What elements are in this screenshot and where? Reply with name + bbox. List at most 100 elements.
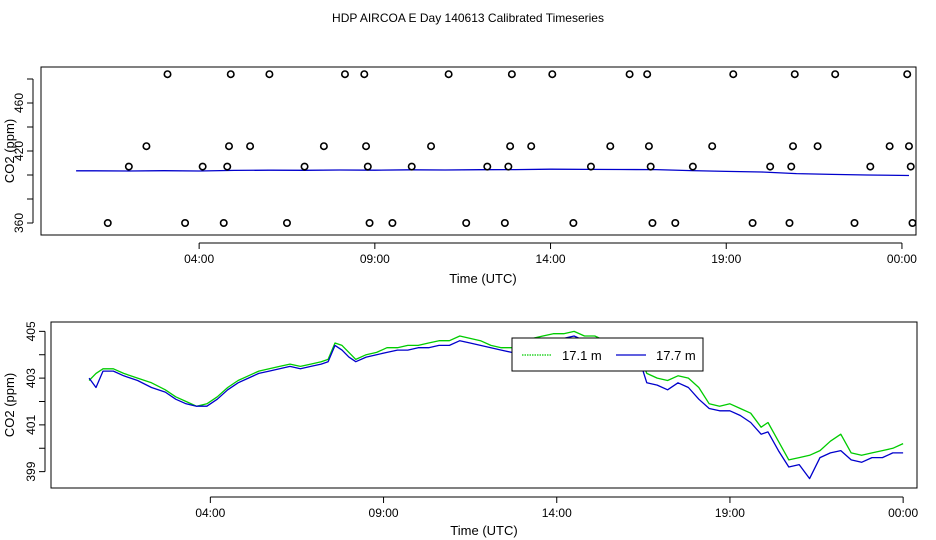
data-point — [688, 162, 697, 171]
data-point — [142, 142, 151, 151]
data-point — [181, 219, 190, 228]
data-point — [427, 142, 436, 151]
y-tick-label: 403 — [24, 368, 38, 388]
legend-label-series-2: 17.7 m — [656, 348, 696, 363]
data-point — [363, 162, 372, 171]
panel-1: 360 420 460 04:00 09:00 14:00 19:00 00:00 Time… — [2, 66, 917, 286]
data-point — [646, 162, 655, 171]
panel-2: 399 401 403 405 04:00 09:00 14:00 19:00 00:00 T… — [2, 321, 918, 538]
data-point — [648, 219, 657, 228]
panel-2-y-axis: 399 401 403 405 — [24, 321, 46, 482]
x-tick-label: 09:00 — [360, 252, 390, 266]
x-tick-label: 04:00 — [195, 506, 225, 520]
data-point — [226, 70, 235, 79]
data-point — [903, 70, 912, 79]
data-point — [785, 219, 794, 228]
data-point — [103, 219, 112, 228]
y-tick-label: 460 — [12, 93, 26, 113]
data-point — [606, 142, 615, 151]
series-line-1 — [76, 168, 910, 177]
data-point — [708, 142, 717, 151]
data-point — [906, 162, 915, 171]
data-point — [625, 70, 634, 79]
data-point — [483, 162, 492, 171]
data-point — [813, 142, 822, 151]
y-tick-label: 405 — [24, 321, 38, 341]
data-point — [388, 219, 397, 228]
panel-2-frame — [50, 321, 918, 489]
y-tick-label: 399 — [24, 461, 38, 481]
data-point — [507, 70, 516, 79]
data-point — [643, 70, 652, 79]
legend-box — [511, 337, 704, 372]
data-point — [671, 219, 680, 228]
data-point — [504, 162, 513, 171]
data-point — [362, 142, 371, 151]
panel-2-x-axis: 04:00 09:00 14:00 19:00 00:00 — [195, 496, 918, 520]
data-point — [866, 162, 875, 171]
series-line-1 — [88, 330, 904, 461]
data-point — [219, 219, 228, 228]
y-tick-label: 360 — [12, 213, 26, 233]
data-point — [729, 70, 738, 79]
data-point — [163, 70, 172, 79]
data-point — [569, 219, 578, 228]
data-point — [766, 162, 775, 171]
chart-title: HDP AIRCOA E Day 140613 Calibrated Times… — [332, 11, 604, 25]
data-point — [225, 142, 234, 151]
panel-1-frame — [40, 66, 917, 236]
data-point — [548, 70, 557, 79]
data-point — [790, 70, 799, 79]
data-point — [831, 70, 840, 79]
data-point — [506, 142, 515, 151]
data-point — [908, 219, 917, 228]
data-point — [246, 142, 255, 151]
data-point — [360, 70, 369, 79]
data-point — [462, 219, 471, 228]
data-point — [885, 142, 894, 151]
legend: 17.1 m 17.7 m — [511, 337, 704, 372]
panel-1-points — [103, 70, 917, 228]
data-point — [789, 142, 798, 151]
y-tick-label: 420 — [12, 141, 26, 161]
data-point — [850, 219, 859, 228]
x-tick-label: 14:00 — [542, 506, 572, 520]
data-point — [124, 162, 133, 171]
data-point — [300, 162, 309, 171]
x-tick-label: 09:00 — [369, 506, 399, 520]
panel-1-y-label: CO2 (ppm) — [2, 119, 17, 183]
panel-2-y-label: CO2 (ppm) — [2, 373, 17, 437]
data-point — [340, 70, 349, 79]
data-point — [787, 162, 796, 171]
legend-label-series-1: 17.1 m — [562, 348, 602, 363]
data-point — [644, 142, 653, 151]
x-tick-label: 14:00 — [536, 252, 566, 266]
series-line-2 — [88, 335, 904, 480]
data-point — [904, 142, 913, 151]
data-point — [748, 219, 757, 228]
data-point — [365, 219, 374, 228]
data-point — [223, 162, 232, 171]
x-tick-label: 04:00 — [184, 252, 214, 266]
panel-1-y-axis: 360 420 460 — [12, 78, 34, 233]
data-point — [319, 142, 328, 151]
data-point — [282, 219, 291, 228]
data-point — [500, 219, 509, 228]
data-point — [527, 142, 536, 151]
panel-1-x-label: Time (UTC) — [449, 271, 516, 286]
panel-2-lines — [88, 330, 904, 480]
data-point — [265, 70, 274, 79]
panel-1-x-axis: 04:00 09:00 14:00 19:00 00:00 — [184, 242, 917, 266]
data-point — [586, 162, 595, 171]
data-point — [444, 70, 453, 79]
x-tick-label: 19:00 — [715, 506, 745, 520]
panel-2-x-label: Time (UTC) — [450, 523, 517, 538]
data-point — [198, 162, 207, 171]
data-point — [407, 162, 416, 171]
panel-1-lines — [76, 168, 910, 177]
x-tick-label: 00:00 — [887, 252, 917, 266]
x-tick-label: 19:00 — [711, 252, 741, 266]
x-tick-label: 00:00 — [888, 506, 918, 520]
y-tick-label: 401 — [24, 415, 38, 435]
